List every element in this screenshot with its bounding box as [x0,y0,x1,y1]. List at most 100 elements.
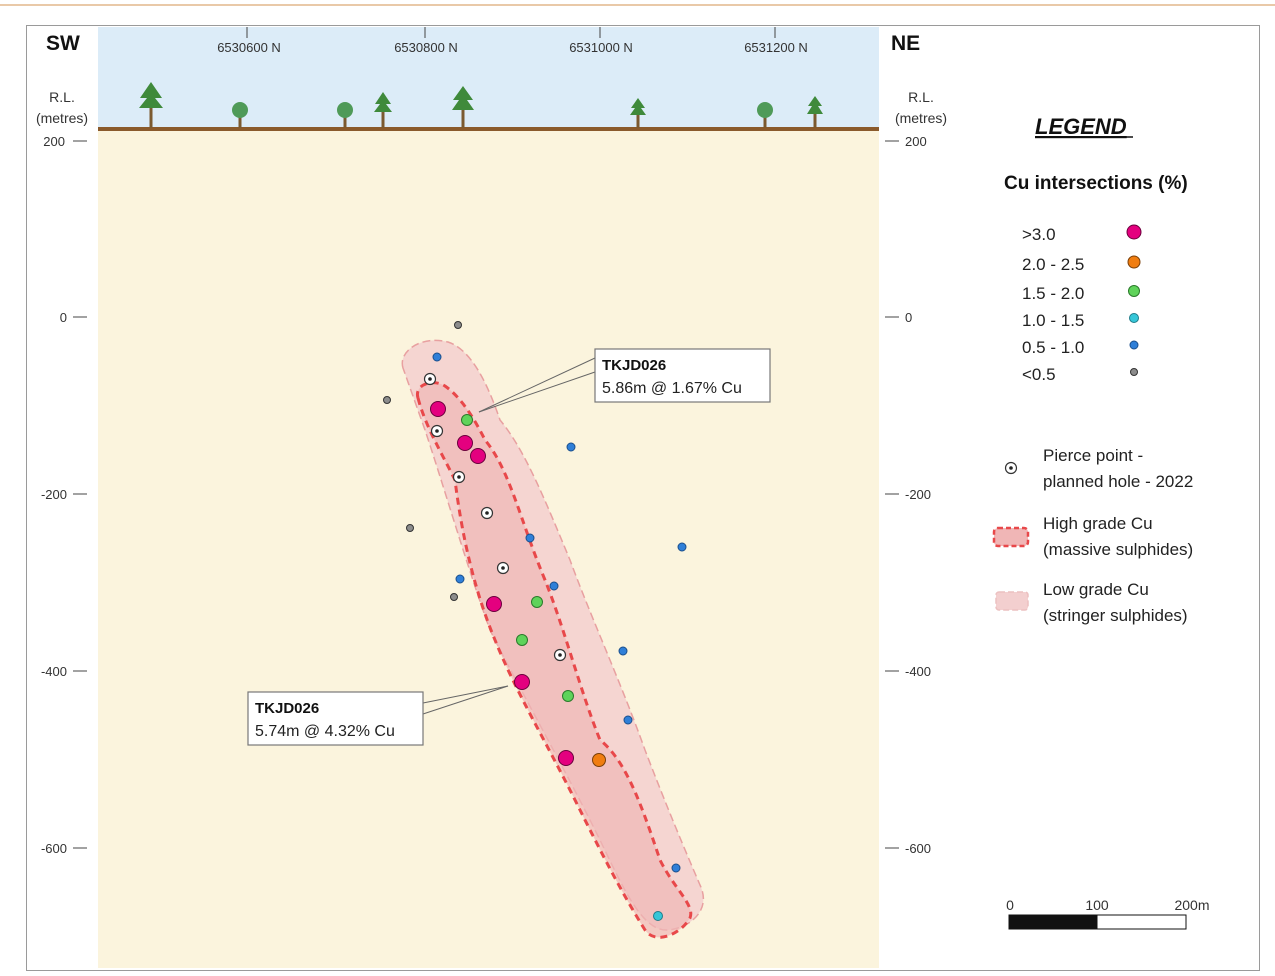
sky-band [98,27,879,128]
tree-icon [337,102,353,128]
rl-tick-label: -600 [905,841,931,856]
rl-tick-label: -600 [41,841,67,856]
cu-point-15-2 [531,596,543,608]
pierce-point-icon [452,470,466,484]
cu-point-05-1 [455,574,465,584]
cu-point-lt05 [454,321,462,329]
pierce-point-icon [480,506,494,520]
callout-lower: TKJD026 5.74m @ 4.32% Cu [247,685,509,746]
legend-swatch-lt05 [1130,368,1138,376]
cu-point-gt3 [486,596,502,612]
tree-icon [452,86,474,128]
northing-label: 6530800 N [394,40,458,55]
callout-intersection: 5.86m @ 1.67% Cu [602,380,742,397]
legend-low-grade-swatch [995,591,1029,611]
northing-axis: 6530600 N 6530800 N 6531000 N 6531200 N [217,27,808,55]
legend-high-grade-label: (massive sulphides) [1043,540,1193,559]
legend-swatch-1-15 [1129,313,1139,323]
callout-hole-id: TKJD026 [602,357,666,374]
rl-tick-label: 0 [905,310,912,325]
rl-tick-label: 200 [43,134,65,149]
cu-point-05-1 [677,542,687,552]
tree-icon [374,92,392,128]
callout-upper: TKJD026 5.86m @ 1.67% Cu [478,348,771,413]
legend-cu-label: >3.0 [1022,225,1056,244]
rl-tick-label: -200 [41,487,67,502]
legend-swatch-05-1 [1129,340,1139,350]
scale-label: 0 [1006,897,1014,913]
figure-frame [26,25,1260,971]
rl-unit: (metres) [36,110,88,126]
legend-cu-label: 1.5 - 2.0 [1022,284,1084,303]
legend-high-grade-label: High grade Cu [1043,514,1153,533]
rl-axis-left: R.L. (metres) 200 0 -200 -400 -600 [36,89,88,856]
cu-point-gt3 [457,435,473,451]
cu-point-05-1 [671,863,681,873]
pierce-point-icon [496,561,510,575]
direction-sw: SW [46,32,80,55]
pierce-point-icon [430,424,444,438]
legend-cu-label: 2.0 - 2.5 [1022,255,1084,274]
legend: LEGEND Cu intersections (%) >3.0 2.0 - 2… [992,114,1193,625]
legend-low-grade-label: Low grade Cu [1043,580,1149,599]
pierce-points [423,372,567,662]
rl-label: R.L. [908,89,934,105]
cu-point-2-25 [592,753,606,767]
cu-point-15-2 [562,690,574,702]
legend-title: LEGEND [1035,114,1127,139]
cu-point-gt3 [514,674,530,690]
legend-high-grade-swatch [992,526,1030,548]
scale-label: 200m [1174,897,1209,913]
scale-bar: 0 100 200m [1006,897,1210,930]
cu-point-lt05 [450,593,458,601]
tree-icon [630,98,646,128]
rl-axis-right: R.L. (metres) 200 0 -200 -400 -600 [885,89,947,856]
cu-point-gt3 [470,448,486,464]
cu-point-05-1 [525,533,535,543]
cu-point-gt3 [430,401,446,417]
tree-icon [139,82,163,128]
legend-pierce-label: planned hole - 2022 [1043,472,1193,491]
legend-cu-label: <0.5 [1022,365,1056,384]
cu-point-15-2 [516,634,528,646]
northing-label: 6531200 N [744,40,808,55]
legend-cu-label: 0.5 - 1.0 [1022,338,1084,357]
intersection-points [383,321,687,921]
trees [139,82,823,128]
legend-swatch-2-25 [1127,255,1141,269]
rl-tick-label: -200 [905,487,931,502]
rl-unit: (metres) [895,110,947,126]
cu-point-05-1 [618,646,628,656]
legend-swatch-gt3 [1126,224,1142,240]
rl-tick-label: 0 [60,310,67,325]
legend-pierce-icon [1004,461,1018,475]
northing-label: 6530600 N [217,40,281,55]
callout-hole-id: TKJD026 [255,700,319,717]
cu-point-05-1 [566,442,576,452]
legend-low-grade-label: (stringer sulphides) [1043,606,1188,625]
cu-point-lt05 [406,524,414,532]
rl-tick-label: 200 [905,134,927,149]
pierce-point-icon [423,372,437,386]
northing-label: 6531000 N [569,40,633,55]
cu-point-05-1 [549,581,559,591]
rl-label: R.L. [49,89,75,105]
legend-swatch-15-2 [1128,285,1140,297]
rl-tick-label: -400 [905,664,931,679]
rl-tick-label: -400 [41,664,67,679]
direction-ne: NE [891,32,920,55]
tree-icon [757,102,773,128]
high-grade-envelope [415,381,693,939]
cu-point-lt05 [383,396,391,404]
tree-icon [807,96,823,128]
callout-intersection: 5.74m @ 4.32% Cu [255,723,395,740]
scale-label: 100 [1085,897,1109,913]
legend-pierce-label: Pierce point - [1043,446,1143,465]
pierce-point-icon [553,648,567,662]
cu-point-1-15 [653,911,663,921]
legend-cu-label: 1.0 - 1.5 [1022,311,1084,330]
top-rule [0,4,1275,6]
legend-cu-title: Cu intersections (%) [1004,173,1188,194]
cu-point-gt3 [558,750,574,766]
